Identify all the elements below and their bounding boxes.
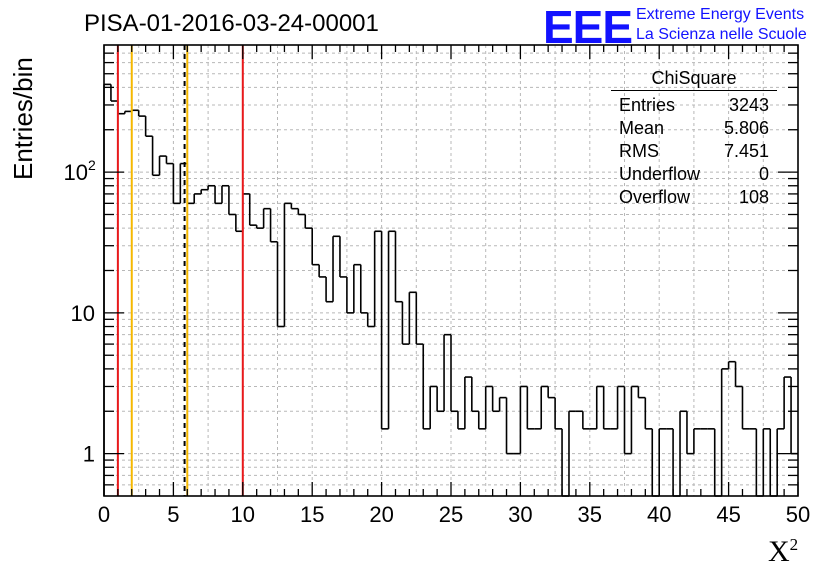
x-tick-label: 25 xyxy=(439,502,463,527)
stats-row-entries: Entries 3243 xyxy=(611,94,777,117)
y-tick-label-exponent: 2 xyxy=(88,157,96,173)
stats-value: 7.451 xyxy=(723,141,769,161)
stats-label: Underflow xyxy=(619,164,701,184)
stats-label: Overflow xyxy=(619,187,691,207)
grid xyxy=(104,45,798,496)
stats-value: 5.806 xyxy=(723,118,769,138)
stats-label: Mean xyxy=(619,118,665,138)
x-tick-label: 10 xyxy=(231,502,255,527)
x-tick-label: 40 xyxy=(647,502,671,527)
x-tick-label: 15 xyxy=(300,502,324,527)
axis-ticks xyxy=(103,45,799,496)
stats-value: 3243 xyxy=(728,95,769,115)
stats-row-rms: RMS 7.451 xyxy=(611,140,777,163)
chart-title: PISA-01-2016-03-24-00001 xyxy=(84,10,379,37)
stats-value: 108 xyxy=(738,187,769,207)
stats-label: RMS xyxy=(619,141,659,161)
y-tick-label: 10 xyxy=(64,160,88,185)
x-tick-label: 20 xyxy=(369,502,393,527)
x-tick-label: 30 xyxy=(508,502,532,527)
x-tick-label: 0 xyxy=(98,502,110,527)
stats-row-overflow: Overflow 108 xyxy=(611,186,777,209)
x-axis-label-base: X xyxy=(768,535,790,568)
x-tick-label: 45 xyxy=(716,502,740,527)
stats-box: ChiSquare Entries 3243 Mean 5.806 RMS 7.… xyxy=(611,68,777,209)
x-tick-label: 5 xyxy=(167,502,179,527)
stats-row-mean: Mean 5.806 xyxy=(611,117,777,140)
x-tick-label: 35 xyxy=(578,502,602,527)
stats-row-underflow: Underflow 0 xyxy=(611,163,777,186)
histogram-series xyxy=(103,83,798,497)
stats-label: Entries xyxy=(619,95,676,115)
eee-logo-line2: La Scienza nelle Scuole xyxy=(636,26,807,43)
y-tick-label: 1 xyxy=(83,442,95,467)
stats-value: 0 xyxy=(758,164,769,184)
x-axis-label: X2 xyxy=(768,535,798,569)
stats-title: ChiSquare xyxy=(611,68,777,91)
vertical-markers xyxy=(116,45,244,496)
x-tick-label: 50 xyxy=(786,502,810,527)
eee-logo-line1: Extreme Energy Events xyxy=(636,6,805,23)
x-axis-label-sup: 2 xyxy=(789,535,799,554)
y-tick-label: 10 xyxy=(71,301,95,326)
